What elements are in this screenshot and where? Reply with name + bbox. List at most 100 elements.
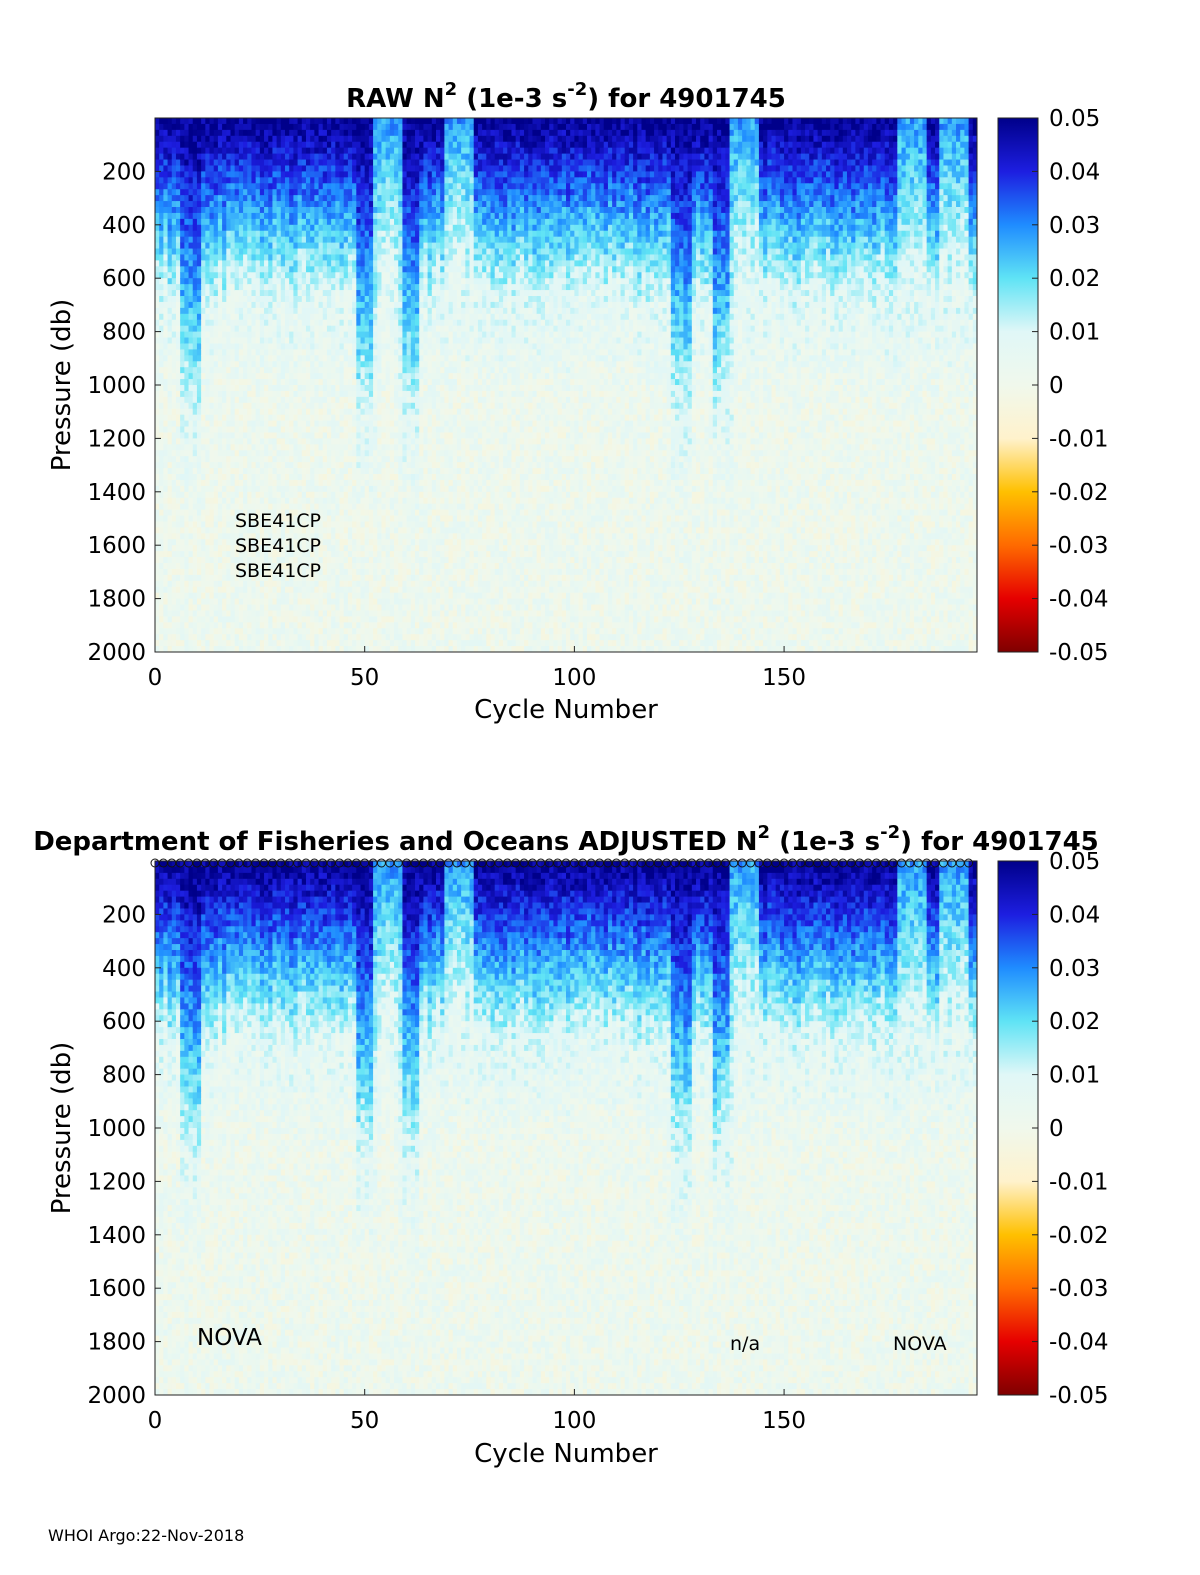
heatmap-cell (251, 640, 257, 647)
heatmap-cell (280, 551, 286, 558)
heatmap-cell (301, 379, 307, 386)
heatmap-cell (163, 533, 169, 540)
heatmap-cell (213, 171, 219, 178)
heatmap-cell (171, 189, 177, 196)
heatmap-cell (175, 207, 181, 214)
heatmap-cell (180, 379, 185, 386)
heatmap-cell (285, 177, 290, 184)
heatmap-cell (175, 622, 181, 629)
heatmap-cell (297, 153, 303, 161)
heatmap-cell (159, 385, 164, 392)
heatmap-cell (289, 646, 294, 652)
heatmap-cell (268, 474, 274, 481)
heatmap-cell (222, 207, 227, 214)
heatmap-cell (234, 385, 240, 392)
heatmap-cell (217, 337, 223, 345)
heatmap-cell (209, 385, 215, 392)
heatmap-cell (331, 485, 336, 493)
heatmap-cell (285, 230, 290, 238)
heatmap-cell (201, 402, 206, 410)
heatmap-cell (226, 521, 232, 528)
heatmap-cell (280, 230, 286, 238)
heatmap-cell (364, 278, 370, 285)
heatmap-cell (238, 242, 244, 250)
heatmap-cell (285, 313, 290, 321)
heatmap-cell (373, 224, 378, 232)
heatmap-cell (285, 153, 290, 161)
heatmap-cell (209, 307, 215, 315)
heatmap-cell (247, 586, 253, 594)
heatmap-cell (201, 207, 206, 214)
heatmap-cell (310, 189, 315, 196)
heatmap-cell (326, 224, 332, 232)
heatmap-cell (213, 604, 219, 612)
heatmap-cell (305, 468, 311, 475)
heatmap-cell (276, 438, 282, 445)
heatmap-cell (167, 313, 173, 321)
heatmap-cell (368, 450, 374, 457)
heatmap-cell (180, 171, 185, 178)
heatmap-cell (356, 634, 362, 641)
heatmap-cell (196, 580, 202, 588)
heatmap-cell (159, 236, 164, 244)
heatmap-cell (310, 527, 315, 534)
heatmap-cell (343, 628, 349, 635)
heatmap-cell (276, 527, 282, 534)
heatmap-cell (159, 444, 164, 451)
heatmap-cell (373, 568, 378, 576)
heatmap-cell (339, 462, 345, 469)
heatmap-cell (276, 432, 282, 439)
heatmap-cell (201, 195, 206, 202)
heatmap-cell (280, 296, 286, 303)
heatmap-cell (339, 539, 345, 546)
heatmap-cell (331, 634, 336, 641)
heatmap-cell (255, 307, 261, 315)
heatmap-cell (155, 432, 160, 439)
heatmap-cell (352, 598, 357, 606)
heatmap-cell (175, 307, 181, 315)
heatmap-cell (326, 266, 332, 273)
heatmap-cell (326, 290, 332, 297)
heatmap-cell (209, 331, 215, 339)
heatmap-cell (167, 254, 173, 261)
heatmap-cell (209, 278, 215, 285)
heatmap-cell (234, 580, 240, 588)
heatmap-cell (234, 373, 240, 380)
heatmap-cell (297, 557, 303, 564)
heatmap-cell (356, 586, 362, 594)
heatmap-cell (331, 159, 336, 167)
heatmap-cell (377, 568, 383, 576)
heatmap-cell (251, 361, 257, 368)
heatmap-cell (268, 485, 274, 493)
heatmap-cell (247, 153, 253, 161)
heatmap-cell (289, 628, 294, 635)
heatmap-cell (310, 301, 315, 309)
heatmap-cell (364, 343, 370, 350)
heatmap-cell (280, 456, 286, 463)
heatmap-cell (356, 349, 362, 356)
heatmap-cell (230, 396, 236, 404)
heatmap-cell (222, 373, 227, 380)
heatmap-cell (364, 438, 370, 445)
heatmap-cell (322, 616, 328, 623)
heatmap-cell (335, 622, 341, 629)
heatmap-cell (175, 337, 181, 345)
heatmap-cell (188, 165, 194, 172)
heatmap-cell (293, 325, 299, 333)
heatmap-cell (293, 574, 299, 582)
heatmap-cell (268, 266, 274, 273)
heatmap-cell (347, 557, 353, 564)
heatmap-cell (297, 545, 303, 552)
heatmap-cell (360, 610, 366, 617)
heatmap-cell (301, 385, 307, 392)
heatmap-cell (293, 159, 299, 167)
heatmap-cell (209, 557, 215, 564)
heatmap-cell (192, 557, 198, 564)
heatmap-cell (238, 165, 244, 172)
heatmap-cell (331, 242, 336, 250)
heatmap-cell (343, 355, 349, 362)
heatmap-cell (276, 212, 282, 220)
heatmap-cell (192, 224, 198, 232)
heatmap-cell (339, 284, 345, 291)
heatmap-cell (289, 574, 294, 582)
